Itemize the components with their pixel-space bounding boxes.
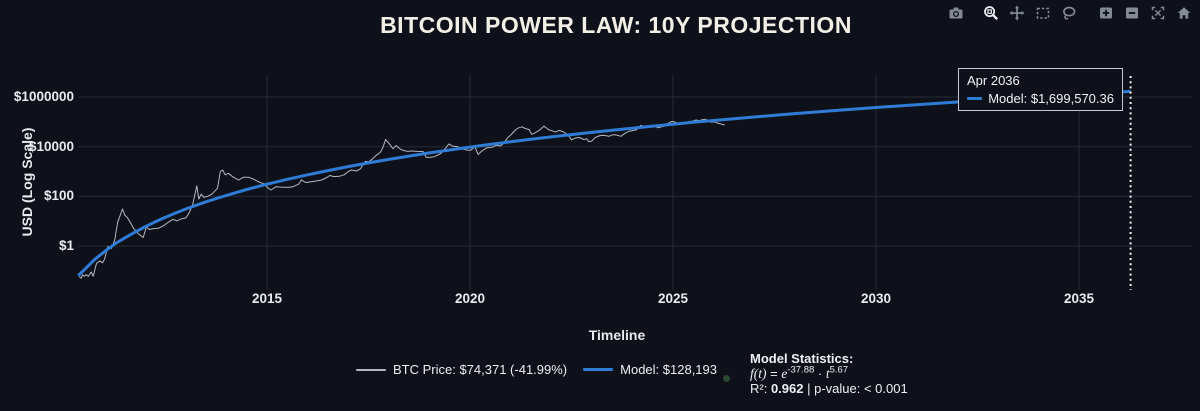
model-line[interactable]: [77, 89, 1131, 277]
zoom-in-button[interactable]: [1095, 4, 1116, 22]
box-select-button[interactable]: [1032, 4, 1053, 22]
home-button[interactable]: [1173, 4, 1194, 22]
model-statistics: Model Statistics: f(t) = e-37.88 · t5.67…: [750, 351, 908, 396]
box-select-icon: [1036, 7, 1049, 19]
green-dot: [723, 375, 730, 382]
tooltip-model-value: Model: $1,699,570.36: [988, 91, 1114, 106]
legend-item-btc-price[interactable]: BTC Price: $74,371 (-41.99%): [356, 362, 567, 377]
y-axis-title: USD (Log Scale): [19, 127, 35, 237]
model-line-swatch: [967, 97, 983, 100]
zoom-out-button[interactable]: [1121, 4, 1142, 22]
stats-heading: Model Statistics:: [750, 351, 854, 366]
hover-tooltip: Apr 2036 Model: $1,699,570.36: [958, 68, 1123, 111]
lasso-button[interactable]: [1058, 4, 1079, 22]
stats-r2-line: R²: 0.962 | p-value: < 0.001: [750, 381, 908, 396]
pan-button[interactable]: [1006, 4, 1027, 22]
pan-icon: [1009, 5, 1024, 21]
zoom-in-icon: [1099, 7, 1112, 19]
autoscale-icon: [1151, 6, 1164, 20]
tooltip-date: Apr 2036: [967, 73, 1020, 88]
camera-button[interactable]: [945, 4, 966, 22]
legend: BTC Price: $74,371 (-41.99%) Model: $128…: [356, 362, 717, 377]
modebar: [945, 4, 1194, 22]
lasso-icon: [1062, 6, 1075, 20]
zoom-out-icon: [1125, 7, 1138, 19]
legend-item-model[interactable]: Model: $128,193: [583, 362, 717, 377]
camera-icon: [949, 7, 962, 19]
legend-label-btc-price: BTC Price: $74,371 (-41.99%): [393, 362, 568, 377]
autoscale-button[interactable]: [1147, 4, 1168, 22]
btc-price-line-swatch: [356, 368, 386, 371]
x-axis-title: Timeline: [588, 327, 646, 343]
model-line-legend-swatch: [583, 368, 614, 371]
legend-label-model: Model: $128,193: [620, 362, 717, 377]
home-icon: [1177, 7, 1190, 19]
btc-price-line[interactable]: [78, 118, 725, 279]
zoom-button[interactable]: [980, 4, 1001, 22]
zoom-icon: [983, 6, 998, 21]
page-title: BITCOIN POWER LAW: 10Y PROJECTION: [380, 12, 852, 38]
model-formula: f(t) = e-37.88 · t5.67: [750, 364, 849, 381]
